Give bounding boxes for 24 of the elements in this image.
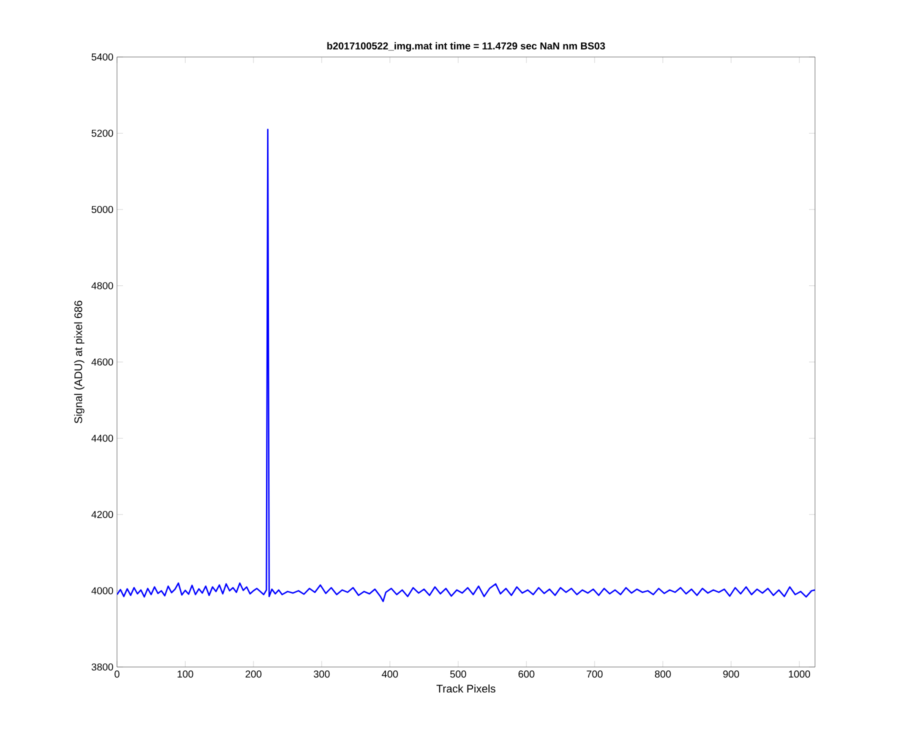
x-tick-label: 400 — [382, 670, 398, 678]
x-tick-label: 500 — [450, 670, 466, 678]
x-tick-label: 300 — [314, 670, 330, 678]
x-axis-title: Track Pixels — [436, 684, 496, 693]
y-tick-label: 4000 — [91, 587, 114, 594]
y-tick-label: 4800 — [91, 282, 114, 290]
x-tick-label: 900 — [723, 670, 740, 678]
x-tick-label: 1000 — [788, 670, 810, 678]
line-series — [117, 128, 816, 602]
y-tick-label: 3800 — [92, 663, 114, 671]
y-tick-label: 5000 — [92, 206, 114, 214]
y-tick-label: 4400 — [91, 434, 114, 442]
x-tick-label: 0 — [114, 670, 120, 678]
x-tick-label: 800 — [654, 670, 671, 678]
x-tick-label: 700 — [586, 670, 603, 678]
x-tick-label: 100 — [178, 670, 194, 678]
x-tick-label: 200 — [246, 670, 262, 678]
x-tick-label: 600 — [518, 670, 534, 678]
y-axis-title: Signal (ADU) at pixel 686 — [74, 300, 84, 424]
y-tick-label: 4600 — [91, 358, 114, 366]
y-tick-label: 4200 — [91, 510, 114, 518]
chart-title: b2017100522_img.mat int time = 11.4729 sec NaN nm BS03 — [327, 42, 605, 52]
y-tick-label: 5200 — [92, 130, 114, 137]
y-tick-label: 5400 — [92, 53, 114, 61]
